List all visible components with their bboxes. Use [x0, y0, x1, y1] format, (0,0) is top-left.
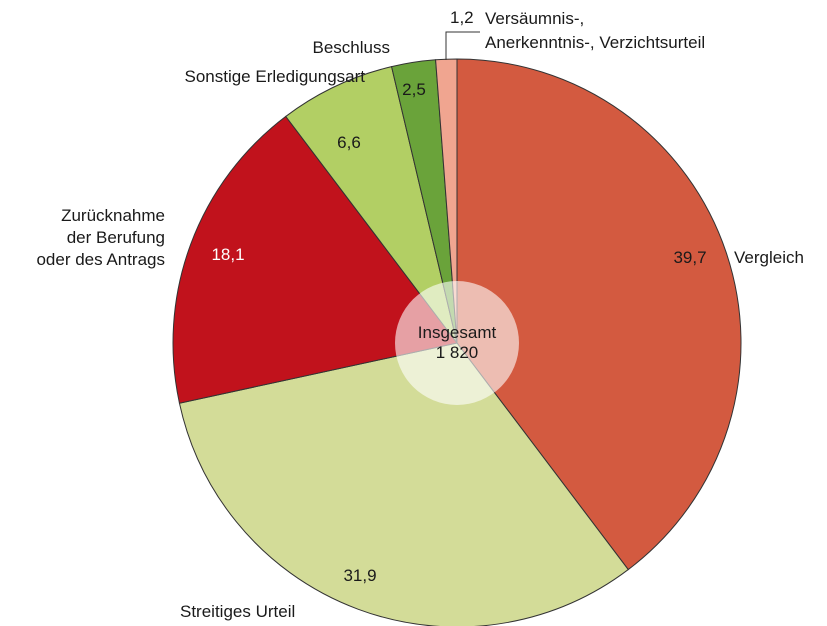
- value-label: 6,6: [337, 133, 361, 152]
- value-label: 31,9: [343, 566, 377, 585]
- center-total: 1 820: [435, 343, 479, 362]
- value-label: 2,5: [402, 80, 426, 99]
- center-disc: [395, 281, 519, 405]
- slice-name: Streitiges Urteil: [180, 602, 296, 621]
- pie-slice: [172, 115, 458, 404]
- value-label: 39,7: [673, 248, 707, 267]
- value-label: 1,2: [450, 8, 474, 27]
- slice-name: Beschluss: [312, 38, 390, 57]
- slice-name: Sonstige Erledigungsart: [184, 67, 365, 86]
- slices: [172, 58, 742, 626]
- pie-slice: [178, 342, 629, 626]
- pie-slice: [456, 58, 742, 571]
- center-title: Insgesamt: [417, 323, 497, 342]
- slice-name: Vergleich: [734, 248, 804, 267]
- slice-name: Versäumnis-, Anerkenntnis-, Verzichtsurt…: [485, 9, 706, 52]
- slice-name: Zurücknahme der Berufung oder des Antrag…: [36, 206, 165, 269]
- pie-slice: [285, 66, 458, 344]
- value-label: 18,1: [211, 245, 245, 264]
- leader-line: [445, 31, 480, 60]
